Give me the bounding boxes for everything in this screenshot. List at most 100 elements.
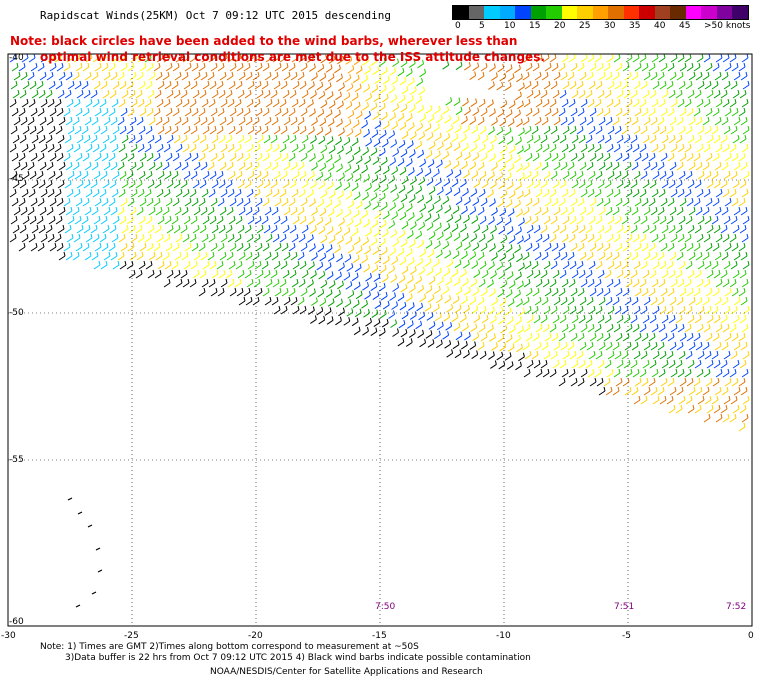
wind-barb — [544, 242, 552, 252]
wind-barb — [616, 359, 624, 369]
wind-barb — [327, 73, 335, 82]
wind-barb — [364, 156, 371, 165]
wind-barb — [639, 98, 647, 108]
wind-barb — [299, 170, 307, 180]
wind-barb — [174, 251, 182, 261]
wind-barb — [72, 251, 80, 261]
wind-barb — [102, 89, 110, 99]
wind-barb — [428, 276, 436, 285]
wind-barb — [605, 296, 613, 306]
wind-barb — [436, 276, 444, 286]
wind-barb — [209, 170, 217, 180]
wind-barb — [424, 123, 432, 132]
wind-barb — [382, 120, 390, 130]
wind-barb — [117, 116, 125, 126]
wind-barb — [326, 91, 334, 100]
wind-barb — [598, 296, 606, 306]
wind-barb — [381, 273, 389, 283]
wind-barb — [364, 291, 371, 300]
wind-barb — [148, 206, 156, 216]
wind-barb — [525, 197, 533, 207]
wind-barb — [445, 232, 453, 241]
wind-barb — [542, 233, 550, 243]
wind-barb — [464, 286, 471, 296]
wind-barb — [532, 152, 540, 162]
wind-barb — [649, 314, 657, 324]
wind-barb — [605, 161, 613, 171]
wind-barb — [612, 71, 620, 81]
wind-barb — [477, 251, 485, 261]
wind-barb — [444, 340, 452, 349]
wind-barb — [311, 72, 318, 81]
wind-barb — [706, 89, 714, 99]
legend-swatch — [592, 6, 608, 19]
wind-barb — [382, 75, 390, 85]
wind-barb — [289, 134, 297, 144]
wind-barb — [578, 134, 586, 144]
wind-barb — [291, 53, 299, 63]
wind-barb — [446, 124, 454, 133]
wind-barb — [499, 252, 507, 262]
wind-barb — [72, 161, 80, 171]
wind-barb — [30, 242, 38, 252]
wind-barb — [705, 62, 713, 72]
wind-barb — [648, 377, 656, 387]
wind-barb — [22, 80, 30, 90]
wind-barb — [552, 224, 560, 234]
wind-barb — [695, 251, 703, 261]
wind-barb — [288, 287, 296, 297]
wind-barb — [585, 179, 593, 189]
wind-barb — [704, 350, 712, 360]
wind-barb — [101, 152, 109, 162]
wind-barb — [570, 62, 578, 72]
wind-barb — [300, 107, 308, 117]
wind-barb — [283, 116, 291, 126]
wind-barb — [253, 188, 261, 198]
wind-barb — [108, 242, 116, 252]
wind-barb — [397, 157, 405, 167]
wind-barb — [526, 269, 534, 279]
wind-barb — [58, 251, 66, 261]
wind-barb — [649, 134, 657, 144]
wind-barb — [712, 287, 720, 297]
wind-barb — [686, 377, 694, 387]
wind-barb — [47, 188, 55, 198]
wind-barb — [374, 120, 382, 130]
wind-barb — [463, 304, 470, 314]
wind-barb — [455, 331, 463, 341]
wind-barb — [739, 89, 747, 99]
wind-barb — [473, 314, 481, 323]
wind-barb — [469, 341, 477, 350]
wind-barb — [189, 188, 197, 198]
wind-barb — [696, 278, 704, 288]
wind-barb — [379, 174, 387, 184]
wind-barb — [715, 233, 723, 243]
wind-barb — [344, 164, 352, 173]
wind-barb — [516, 208, 523, 218]
wind-barb — [317, 153, 325, 163]
wind-barb — [343, 137, 351, 146]
wind-barb — [263, 89, 271, 99]
wind-barb — [126, 260, 134, 270]
wind-barb — [571, 359, 579, 369]
wind-barb — [623, 224, 631, 234]
wind-barb — [398, 94, 406, 104]
wind-barb — [299, 125, 307, 135]
wind-barb — [470, 143, 478, 152]
wind-barb — [274, 62, 282, 72]
wind-barb — [9, 98, 17, 108]
legend-swatch — [530, 6, 546, 19]
wind-barb — [741, 233, 749, 243]
wind-barb — [399, 121, 407, 131]
wind-barb — [335, 226, 342, 236]
wind-barb — [550, 215, 558, 225]
wind-barb — [346, 308, 354, 317]
wind-barb — [667, 242, 675, 252]
wind-barb — [210, 287, 218, 297]
wind-barb — [326, 316, 334, 325]
wind-barb — [549, 98, 557, 108]
wind-barb — [677, 143, 685, 153]
wind-barb — [533, 224, 541, 234]
wind-barb — [75, 604, 81, 608]
wind-barb — [561, 143, 569, 153]
